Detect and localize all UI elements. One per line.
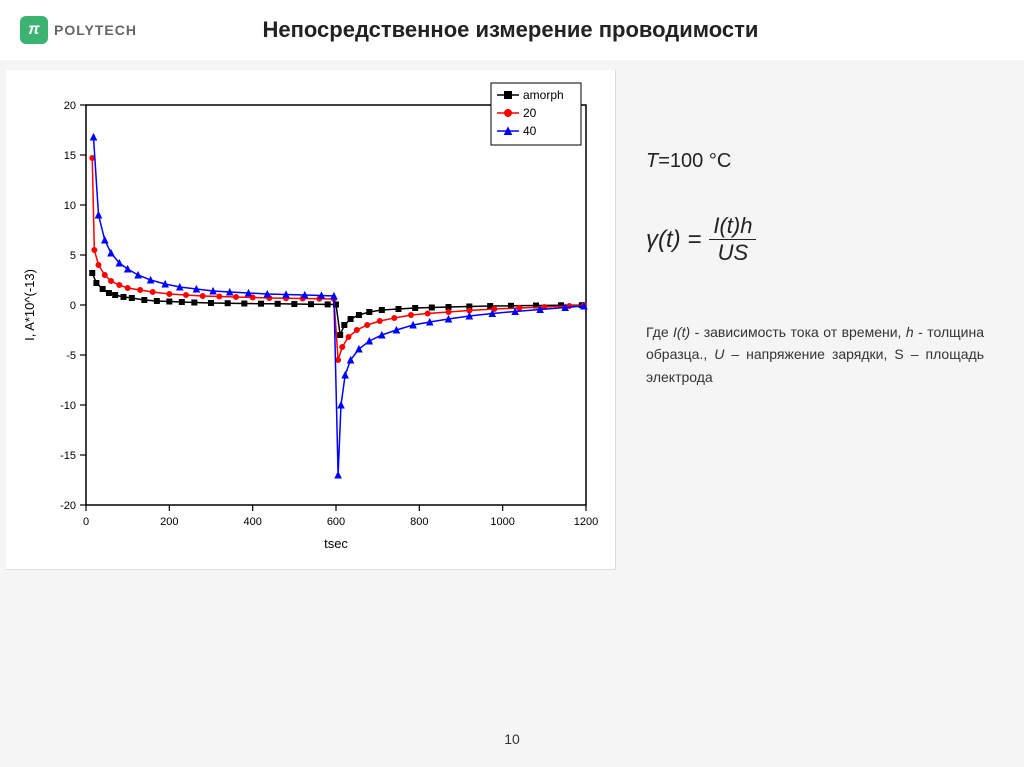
svg-text:0: 0 bbox=[83, 516, 89, 528]
temp-var: T bbox=[646, 150, 658, 172]
temp-val: =100 bbox=[658, 150, 709, 172]
svg-text:600: 600 bbox=[327, 516, 345, 528]
svg-text:20: 20 bbox=[523, 106, 537, 120]
conductivity-chart: 0 200 400 600 800 1000 1200 -20 -15 -10 -5 0 5 10 15 20… bbox=[16, 80, 606, 560]
variable-description: Где I(t) - зависимость тока от времени, … bbox=[646, 321, 984, 388]
svg-text:1200: 1200 bbox=[574, 516, 598, 528]
logo-icon: π bbox=[20, 16, 48, 44]
formula-fraction: I(t)h US bbox=[709, 213, 756, 266]
temp-unit: °C bbox=[709, 150, 731, 172]
right-panel: T=100 °C γ(t) = I(t)h US Где I(t) - зави… bbox=[616, 70, 1024, 767]
svg-text:400: 400 bbox=[243, 516, 261, 528]
formula-lhs: γ(t) = bbox=[646, 226, 701, 254]
logo-text: POLYTECH bbox=[54, 22, 137, 38]
svg-text:20: 20 bbox=[64, 100, 76, 112]
logo: π POLYTECH bbox=[20, 16, 137, 44]
temperature-label: T=100 °C bbox=[646, 150, 984, 173]
svg-text:0: 0 bbox=[70, 300, 76, 312]
formula-denominator: US bbox=[714, 240, 753, 266]
slide-title: Непосредственное измерение проводимости bbox=[137, 17, 1004, 43]
formula: γ(t) = I(t)h US bbox=[646, 213, 984, 266]
svg-text:tsec: tsec bbox=[324, 536, 348, 551]
page-number: 10 bbox=[0, 731, 1024, 747]
svg-text:15: 15 bbox=[64, 150, 76, 162]
svg-text:-20: -20 bbox=[60, 500, 76, 512]
svg-text:800: 800 bbox=[410, 516, 428, 528]
svg-text:10: 10 bbox=[64, 200, 76, 212]
svg-text:1000: 1000 bbox=[490, 516, 514, 528]
svg-text:40: 40 bbox=[523, 124, 537, 138]
formula-numerator: I(t)h bbox=[709, 213, 756, 240]
svg-text:-10: -10 bbox=[60, 400, 76, 412]
header: π POLYTECH Непосредственное измерение пр… bbox=[0, 0, 1024, 60]
svg-text:-5: -5 bbox=[66, 350, 76, 362]
svg-text:200: 200 bbox=[160, 516, 178, 528]
chart-panel: 0 200 400 600 800 1000 1200 -20 -15 -10 -5 0 5 10 15 20… bbox=[6, 70, 616, 570]
svg-text:I, A*10^(-13): I, A*10^(-13) bbox=[22, 269, 37, 341]
svg-text:amorph: amorph bbox=[523, 88, 564, 102]
svg-text:-15: -15 bbox=[60, 450, 76, 462]
svg-text:5: 5 bbox=[70, 250, 76, 262]
